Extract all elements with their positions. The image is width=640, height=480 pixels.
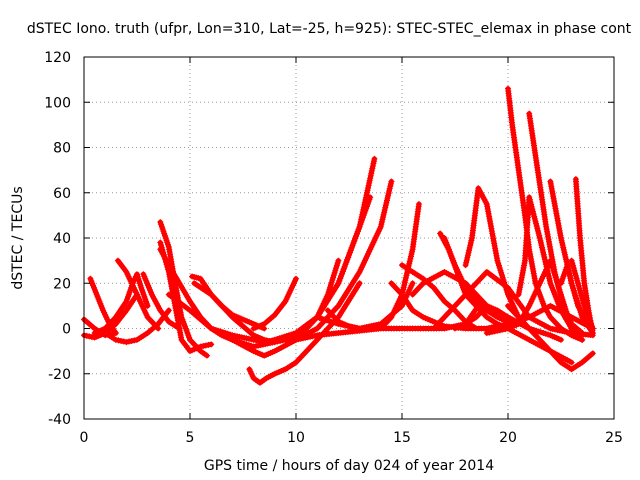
- series-markers: [140, 271, 183, 332]
- series-markers: [441, 235, 511, 325]
- data-series: [441, 235, 511, 325]
- x-axis-title: GPS time / hours of day 024 of year 2014: [204, 458, 494, 474]
- chart-title: dSTEC Iono. truth (ufpr, Lon=310, Lat=-2…: [27, 21, 632, 37]
- x-tick-label: 20: [499, 430, 517, 446]
- series-markers: [246, 280, 363, 386]
- y-tick-label: -20: [48, 367, 71, 383]
- data-series: [515, 194, 575, 332]
- data-series: [452, 302, 533, 332]
- series-markers: [324, 280, 416, 332]
- series-markers: [250, 275, 299, 332]
- series-markers: [114, 257, 162, 332]
- data-series: [91, 271, 151, 337]
- x-tick-labels: 0 5 10 15 20 25: [80, 430, 623, 446]
- series-markers: [515, 194, 575, 332]
- data-series: [140, 271, 183, 332]
- x-tick-label: 0: [80, 430, 89, 446]
- y-tick-label: 100: [44, 95, 71, 111]
- data-series: [505, 85, 586, 343]
- series-markers: [208, 194, 374, 346]
- series-markers: [462, 185, 533, 332]
- x-tick-label: 10: [287, 430, 305, 446]
- data-series: [250, 275, 299, 332]
- y-tick-labels: -40 -20 0 20 40 60 80 100 120: [44, 50, 71, 428]
- data-series: [102, 307, 172, 346]
- y-tick-label: 60: [53, 186, 71, 202]
- y-tick-label: 0: [62, 322, 71, 338]
- y-tick-label: 20: [53, 276, 71, 292]
- x-tick-label: 15: [393, 430, 411, 446]
- y-tick-label: 40: [53, 231, 71, 247]
- data-series: [568, 257, 596, 332]
- data-traces: [81, 85, 596, 386]
- series-markers: [526, 110, 586, 337]
- y-tick-label: 120: [44, 50, 71, 66]
- data-series: [208, 194, 374, 346]
- series-markers: [568, 257, 596, 332]
- data-series: [114, 257, 162, 332]
- data-series: [526, 110, 586, 337]
- axis-ticks: [83, 56, 615, 420]
- y-axis-title: dSTEC / TECUs: [10, 186, 26, 289]
- series-markers: [505, 302, 596, 373]
- y-tick-label: -40: [48, 412, 71, 428]
- x-tick-label: 5: [186, 430, 195, 446]
- y-tick-label: 80: [53, 141, 71, 157]
- data-series: [324, 280, 416, 332]
- data-series: [505, 302, 596, 373]
- x-tick-label: 25: [605, 430, 623, 446]
